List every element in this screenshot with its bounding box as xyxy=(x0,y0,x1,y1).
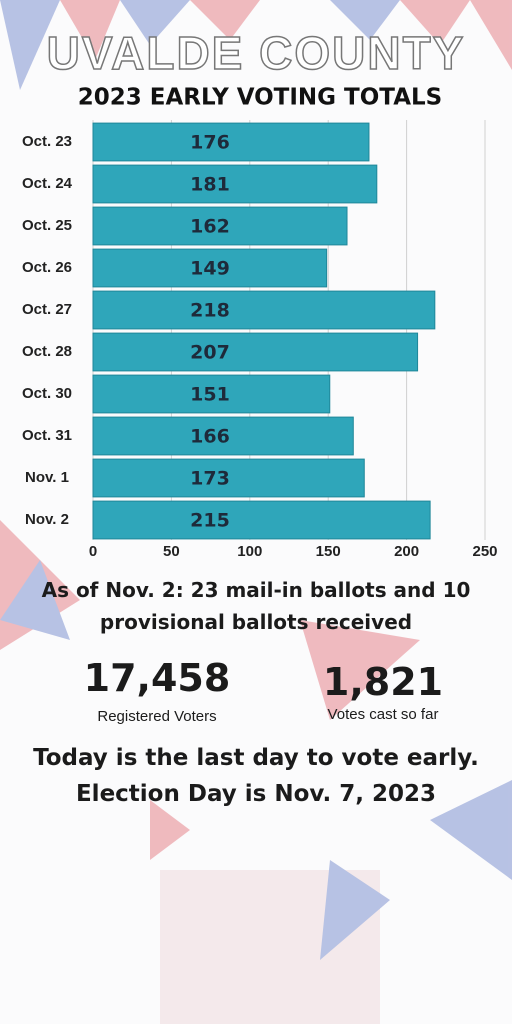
bar xyxy=(92,458,365,498)
x-tick-label: 150 xyxy=(316,543,341,560)
data-label: 207 xyxy=(190,342,230,364)
x-tick-label: 250 xyxy=(472,543,497,560)
data-label: 176 xyxy=(190,132,230,154)
data-label: 162 xyxy=(190,216,230,238)
y-tick-label: Oct. 31 xyxy=(22,427,72,444)
data-label: 181 xyxy=(190,174,230,196)
data-label: 215 xyxy=(190,510,230,532)
data-label: 218 xyxy=(190,300,230,322)
chart-title: UVALDE COUNTY xyxy=(47,27,466,79)
bar xyxy=(92,416,354,456)
data-label: 173 xyxy=(190,468,230,490)
y-tick-label: Oct. 25 xyxy=(22,217,72,234)
x-tick-label: 0 xyxy=(89,543,97,560)
bar xyxy=(92,122,370,162)
y-tick-label: Nov. 1 xyxy=(25,469,69,486)
stat-number: 1,821 xyxy=(322,660,444,704)
x-tick-label: 200 xyxy=(394,543,419,560)
x-tick-label: 100 xyxy=(237,543,262,560)
bar xyxy=(92,332,419,372)
footer: Today is the last day to vote early. Ele… xyxy=(33,745,479,807)
y-tick-label: Oct. 30 xyxy=(22,385,72,402)
y-tick-label: Oct. 23 xyxy=(22,133,72,150)
stat-label: Registered Voters xyxy=(97,708,217,725)
bar xyxy=(92,290,436,330)
y-tick-label: Oct. 28 xyxy=(22,343,72,360)
bar xyxy=(92,500,431,540)
bar xyxy=(92,374,331,414)
y-tick-label: Nov. 2 xyxy=(25,511,69,528)
note: As of Nov. 2: 23 mail-in ballots and 10 … xyxy=(41,578,471,634)
data-label: 151 xyxy=(190,384,230,406)
stat-label: Votes cast so far xyxy=(327,706,439,723)
bar xyxy=(92,248,328,288)
chart-subtitle: 2023 EARLY VOTING TOTALS xyxy=(78,85,442,111)
y-tick-label: Oct. 26 xyxy=(22,259,72,276)
data-label: 166 xyxy=(190,426,230,448)
stat-number: 17,458 xyxy=(83,656,231,700)
data-label: 149 xyxy=(190,258,230,280)
y-tick-label: Oct. 24 xyxy=(22,175,73,192)
bar xyxy=(92,206,348,246)
x-tick-label: 50 xyxy=(163,543,180,560)
bar xyxy=(92,164,378,204)
y-tick-label: Oct. 27 xyxy=(22,301,72,318)
